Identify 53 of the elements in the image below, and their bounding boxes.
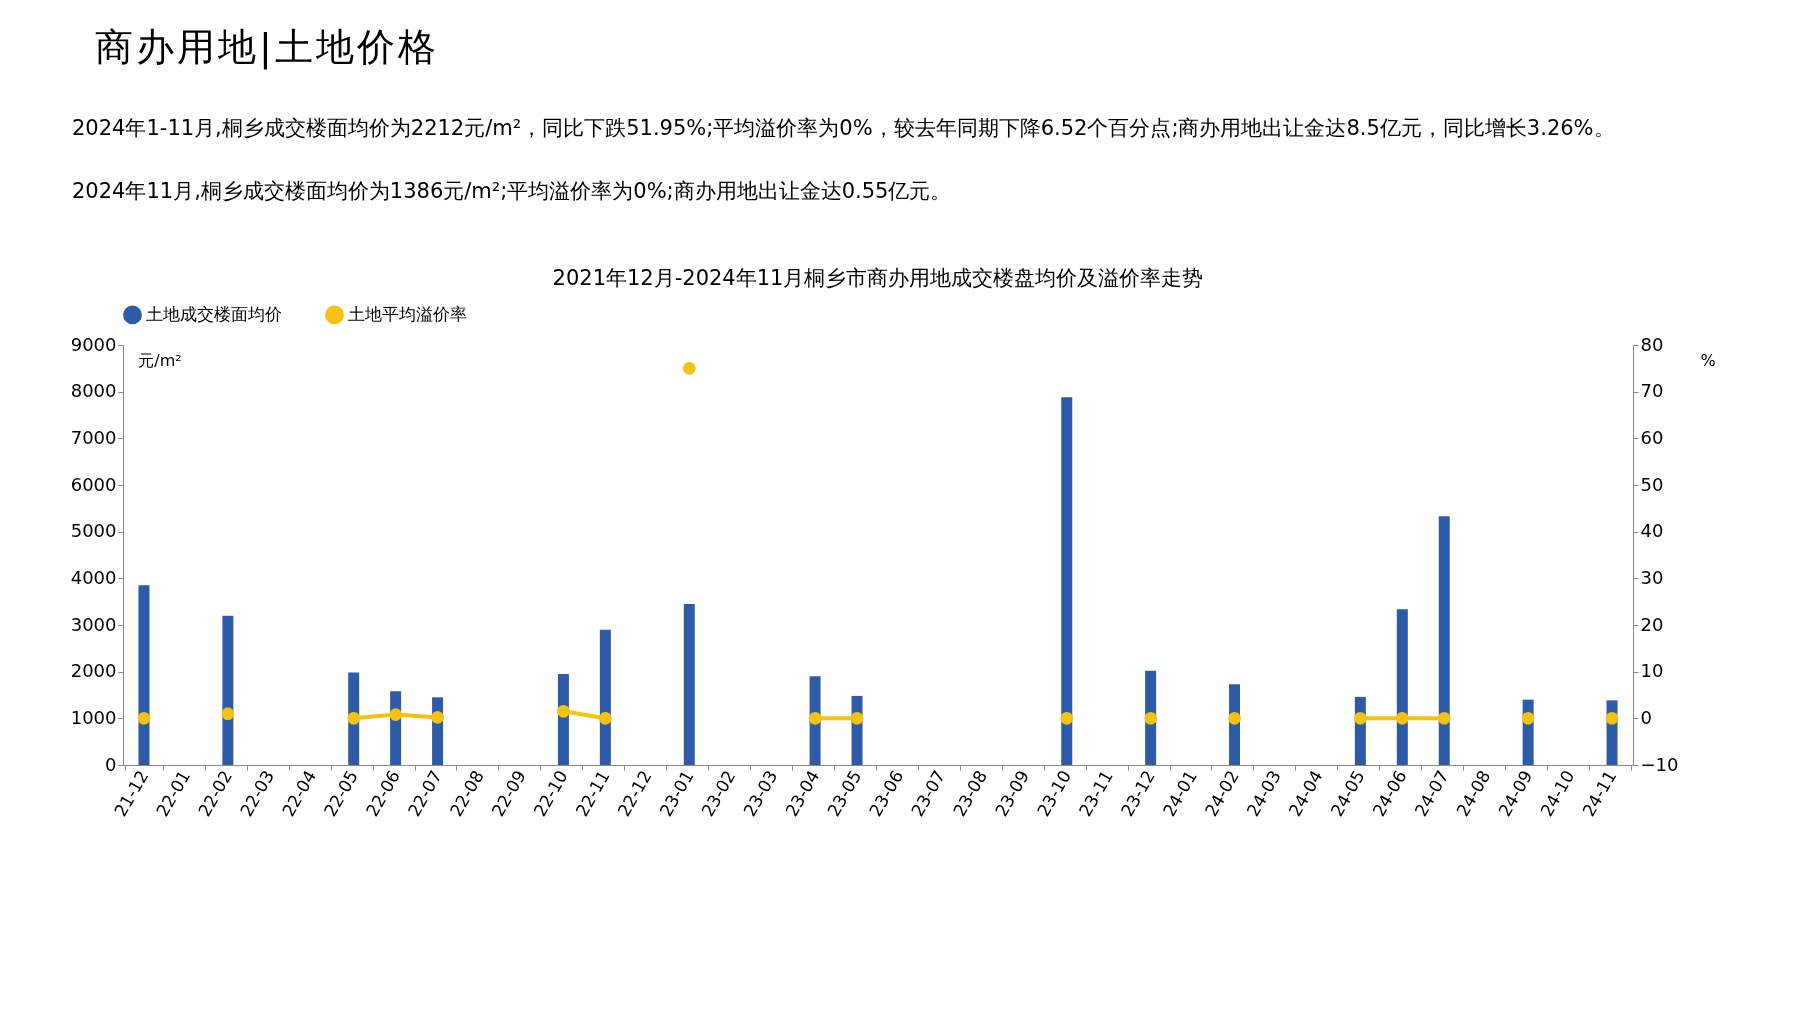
- point: [850, 712, 864, 725]
- bar: [599, 629, 611, 765]
- bar: [222, 615, 234, 765]
- legend-label: 土地成交楼面均价: [146, 303, 282, 324]
- chart-title: 2021年12月-2024年11月桐乡市商办用地成交楼盘均价及溢价率走势: [552, 266, 1204, 290]
- bar: [1438, 516, 1450, 765]
- y-tick-label: 4000: [70, 566, 117, 588]
- point: [1521, 712, 1535, 725]
- y2-tick-label: 10: [1640, 660, 1664, 682]
- y2-tick-label: 80: [1640, 333, 1664, 355]
- bar: [138, 585, 150, 765]
- text: 2024年1-11月,桐乡成交楼面均价为2212元/m²，同比下跌51.95%;平均溢价率为0%，较去年同期下降6.52个百分点;商办用地出让金达8.5亿元，同比增长3.26%。: [72, 115, 1616, 142]
- y2-tick-label: 50: [1640, 473, 1664, 495]
- y-tick-label: 5000: [70, 520, 117, 542]
- point: [1605, 712, 1619, 725]
- point: [1354, 712, 1367, 725]
- y2-tick-label: 60: [1640, 426, 1664, 448]
- y2-axis-title: %: [1700, 351, 1716, 370]
- text: 商办用地|土地价格: [94, 24, 440, 72]
- point: [682, 362, 696, 375]
- point: [599, 712, 612, 725]
- point: [1437, 712, 1451, 725]
- point: [389, 708, 402, 721]
- y2-tick-label: 30: [1640, 566, 1664, 588]
- point: [808, 712, 822, 725]
- y2-tick-label: 20: [1640, 613, 1664, 635]
- point: [1395, 712, 1409, 725]
- y-tick-label: 9000: [70, 333, 117, 355]
- y-tick-label: 8000: [70, 380, 117, 402]
- point: [347, 712, 361, 725]
- y-tick-label: 1000: [70, 706, 117, 728]
- y-tick-label: 6000: [70, 473, 117, 495]
- point: [1060, 712, 1074, 725]
- bar: [1061, 397, 1073, 765]
- y2-tick-label: 70: [1640, 380, 1664, 402]
- y-tick-label: 2000: [70, 660, 117, 682]
- y2-tick-label: 40: [1640, 520, 1664, 542]
- y-tick-label: 0: [105, 753, 117, 775]
- y-tick-label: 7000: [70, 426, 117, 448]
- point: [431, 711, 444, 724]
- point: [221, 707, 235, 720]
- bar: [1396, 609, 1408, 765]
- point: [557, 705, 570, 718]
- point: [137, 712, 151, 725]
- point: [1144, 712, 1157, 725]
- point: [1228, 712, 1241, 725]
- bar: [683, 604, 695, 765]
- y2-tick-label: −10: [1640, 753, 1679, 775]
- legend-label: 土地平均溢价率: [348, 303, 467, 324]
- text: 2024年11月,桐乡成交楼面均价为1386元/m²;平均溢价率为0%;商办用地出让金达0.55亿元。: [72, 178, 953, 205]
- y2-tick-label: 0: [1640, 706, 1652, 728]
- y-tick-label: 3000: [70, 613, 117, 635]
- y-axis-title: 元/m²: [138, 351, 182, 370]
